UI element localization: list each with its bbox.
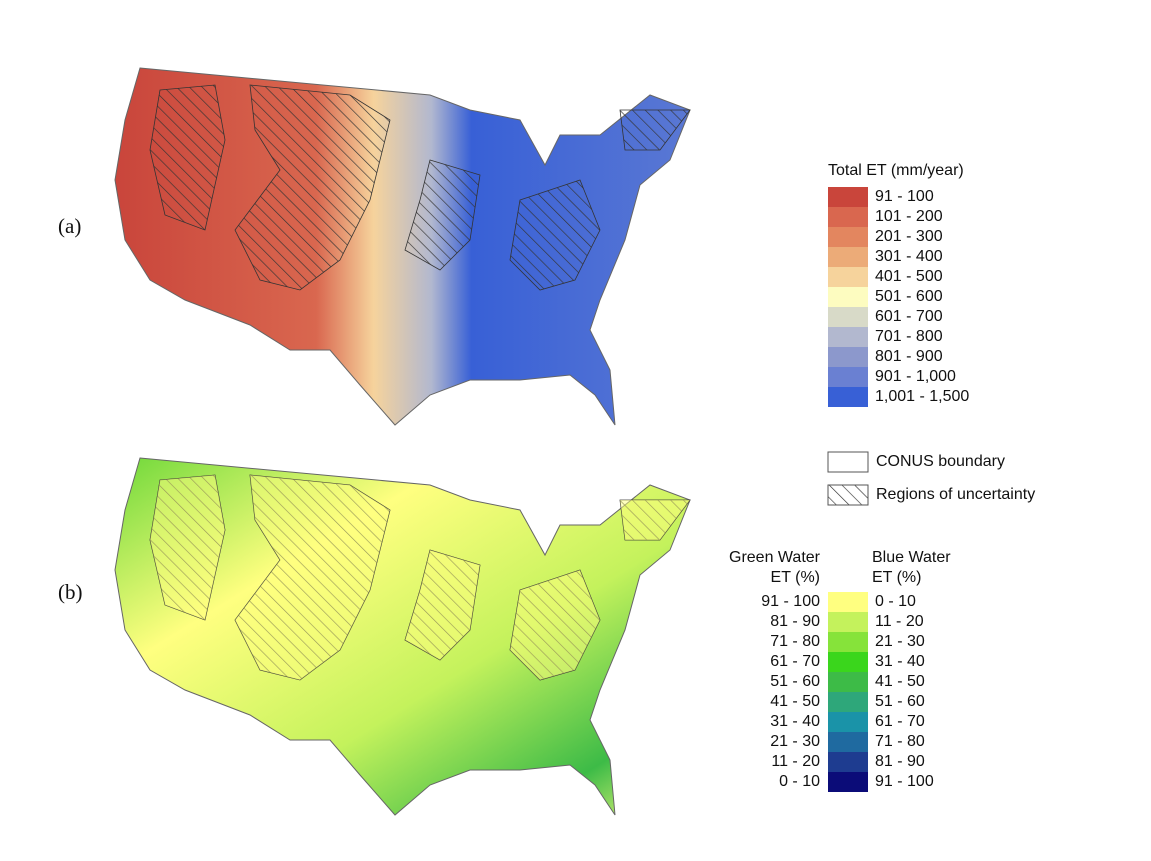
legend-label: 41 - 50 xyxy=(875,673,925,690)
legend-label: 1,001 - 1,500 xyxy=(875,388,969,405)
boundary-swatch xyxy=(827,451,869,473)
legend-swatch xyxy=(828,592,868,612)
panel-label: (a) xyxy=(58,214,81,238)
legend-swatch xyxy=(828,652,868,672)
legend-label: 0 - 10 xyxy=(779,773,820,790)
legend-swatch xyxy=(828,247,868,267)
legend-label: 91 - 100 xyxy=(875,773,934,790)
legend-swatch xyxy=(828,632,868,652)
legend-title: ET (%) xyxy=(872,569,921,586)
legend-label: 71 - 80 xyxy=(770,633,820,650)
legend-label: Regions of uncertainty xyxy=(876,486,1035,503)
legend-label: 11 - 20 xyxy=(875,613,924,630)
panel-label: (b) xyxy=(58,580,83,604)
legend-swatch xyxy=(828,327,868,347)
map-b xyxy=(114,457,691,816)
legend-swatch xyxy=(828,712,868,732)
legend-label: CONUS boundary xyxy=(876,453,1005,470)
legend-swatch xyxy=(828,387,868,407)
legend-swatch xyxy=(828,287,868,307)
legend-swatch xyxy=(828,307,868,327)
legend-label: 81 - 90 xyxy=(875,753,925,770)
legend-label: 61 - 70 xyxy=(770,653,820,670)
legend-label: 701 - 800 xyxy=(875,328,943,345)
legend-label: 801 - 900 xyxy=(875,348,943,365)
legend-label: 21 - 30 xyxy=(770,733,820,750)
legend-label: 901 - 1,000 xyxy=(875,368,956,385)
map-a xyxy=(114,67,691,426)
legend-swatch xyxy=(828,227,868,247)
legend-swatch xyxy=(828,772,868,792)
legend-label: 81 - 90 xyxy=(770,613,820,630)
legend-label: 71 - 80 xyxy=(875,733,925,750)
legend-label: 41 - 50 xyxy=(770,693,820,710)
legend-label: 201 - 300 xyxy=(875,228,943,245)
legend-swatch xyxy=(828,692,868,712)
legend-label: 101 - 200 xyxy=(875,208,943,225)
legend-swatch xyxy=(828,267,868,287)
legend-label: 61 - 70 xyxy=(875,713,925,730)
legend-swatch xyxy=(828,207,868,227)
legend-swatch xyxy=(828,612,868,632)
legend-label: 31 - 40 xyxy=(875,653,925,670)
legend-label: 21 - 30 xyxy=(875,633,925,650)
legend-label: 51 - 60 xyxy=(875,693,925,710)
legend-label: 91 - 100 xyxy=(761,593,820,610)
legend-swatch xyxy=(828,732,868,752)
legend-label: 91 - 100 xyxy=(875,188,934,205)
legend-title: Green Water xyxy=(729,549,821,566)
legend-label: 31 - 40 xyxy=(770,713,820,730)
legend-label: 11 - 20 xyxy=(771,753,820,770)
hatch-swatch xyxy=(827,484,869,506)
legend-swatch xyxy=(828,347,868,367)
legend-label: 301 - 400 xyxy=(875,248,943,265)
legend-title: Blue Water xyxy=(872,549,951,566)
legend-swatch xyxy=(828,187,868,207)
legend-label: 51 - 60 xyxy=(770,673,820,690)
legend-label: 501 - 600 xyxy=(875,288,943,305)
legend-title: ET (%) xyxy=(771,569,820,586)
legend-swatch xyxy=(828,752,868,772)
legend-title: Total ET (mm/year) xyxy=(828,162,964,179)
legend-swatch xyxy=(828,672,868,692)
legend-swatch xyxy=(828,367,868,387)
legend-label: 401 - 500 xyxy=(875,268,943,285)
legend-label: 601 - 700 xyxy=(875,308,943,325)
legend-label: 0 - 10 xyxy=(875,593,916,610)
